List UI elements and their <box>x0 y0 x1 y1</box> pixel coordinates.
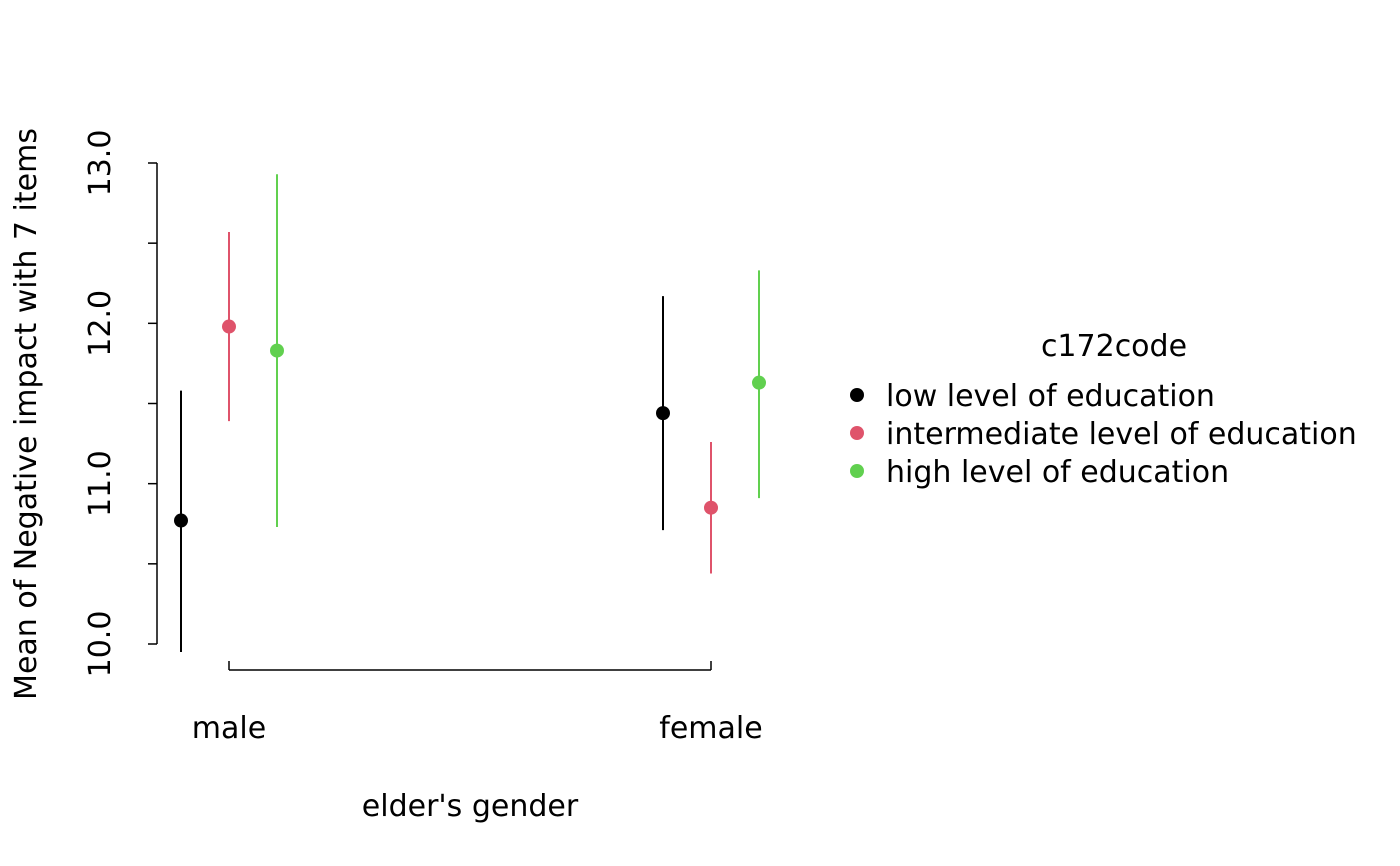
legend-entry-label: intermediate level of education <box>886 417 1357 452</box>
y-tick-label: 13.0 <box>83 130 118 197</box>
mean-point <box>270 343 284 358</box>
series-group <box>222 231 718 574</box>
legend-entry-label: low level of education <box>886 379 1215 414</box>
mean-point <box>174 513 188 528</box>
x-tick-label: female <box>659 711 762 746</box>
legend-title: c172code <box>1041 329 1187 364</box>
legend: c172code low level of educationintermedi… <box>850 329 1357 490</box>
mean-point <box>222 319 236 334</box>
mean-point <box>752 375 766 390</box>
series-group <box>270 174 766 527</box>
y-tick-label: 11.0 <box>83 450 118 517</box>
legend-marker <box>850 464 864 478</box>
legend-marker <box>850 426 864 440</box>
plot-area: 10.0 11.0 12.0 13.0 male female <box>83 130 766 746</box>
y-axis-label: Mean of Negative impact with 7 items <box>9 128 44 700</box>
series-marks <box>174 174 766 653</box>
x-axis: male female <box>192 661 763 746</box>
legend-entry-label: high level of education <box>886 455 1229 490</box>
y-tick-label: 12.0 <box>83 290 118 357</box>
mean-point <box>704 500 718 515</box>
mean-point <box>656 406 670 421</box>
y-axis: 10.0 11.0 12.0 13.0 <box>83 130 158 678</box>
x-tick-label: male <box>192 711 266 746</box>
y-tick-label: 10.0 <box>83 611 118 678</box>
x-axis-label: elder's gender <box>362 789 579 824</box>
series-group <box>174 296 670 653</box>
legend-marker <box>850 388 864 402</box>
